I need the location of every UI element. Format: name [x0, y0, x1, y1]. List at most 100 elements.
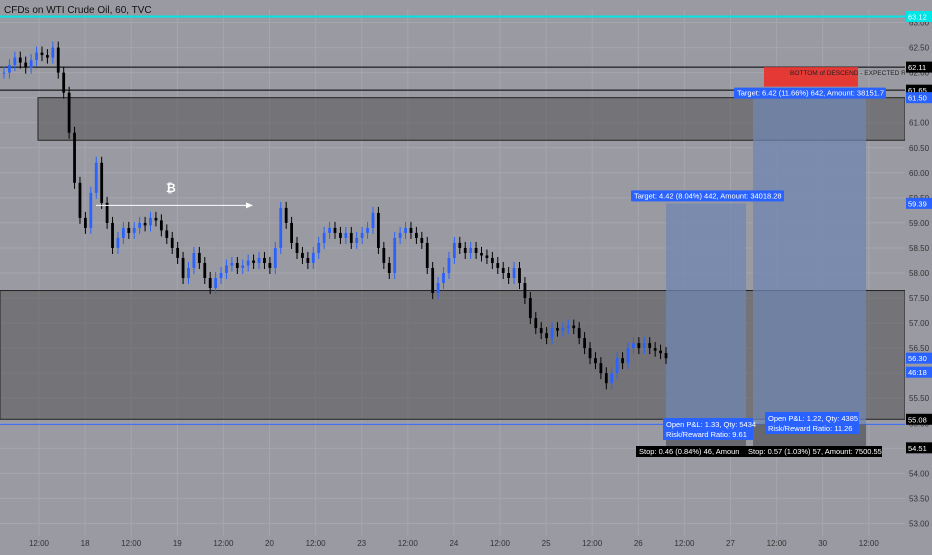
candle-body	[83, 217, 87, 228]
candle-body	[56, 47, 60, 73]
candle-body	[246, 260, 250, 266]
candle-body	[615, 358, 619, 374]
pnl-label-1-bg	[663, 418, 753, 440]
x-tick-label: 30	[818, 539, 827, 548]
candle-body	[377, 212, 380, 248]
y-tick-label: 61.00	[909, 119, 930, 128]
candle-body	[474, 247, 478, 253]
candle-body	[653, 348, 657, 351]
candle-body	[35, 52, 38, 61]
candle-body	[664, 353, 668, 359]
candle-body	[528, 298, 532, 319]
candle-body	[409, 227, 413, 233]
position-target-zone[interactable]	[753, 97, 866, 425]
x-tick-label: 12:00	[306, 539, 327, 548]
time-axis[interactable]	[0, 536, 932, 550]
candle-body	[387, 262, 391, 273]
candle-body	[583, 338, 587, 349]
candle-body	[626, 348, 630, 364]
candle-body	[73, 132, 76, 183]
candle-body	[490, 257, 494, 263]
candle-body	[306, 257, 310, 263]
candle-body	[431, 267, 435, 294]
target-label-1: Target: 4.42 (8.04%) 442, Amount: 34018.…	[634, 191, 782, 200]
candle-body	[51, 47, 55, 58]
x-tick-label: 12:00	[398, 539, 419, 548]
target-label-1-bg	[631, 190, 784, 202]
candle-body	[463, 247, 467, 253]
price-label: 46:18	[908, 368, 927, 377]
x-tick-label: 12:00	[767, 539, 788, 548]
candle-body	[604, 373, 608, 384]
candle-body	[46, 55, 49, 58]
candle-body	[501, 267, 505, 273]
candle-body	[447, 257, 451, 273]
candle-body	[62, 72, 66, 93]
y-tick-label: 62.50	[909, 44, 930, 53]
candle-body	[78, 182, 82, 218]
y-tick-label: 58.00	[909, 269, 930, 278]
price-axis[interactable]	[905, 0, 932, 536]
candle-body	[268, 262, 272, 268]
candle-body	[252, 260, 256, 263]
candle-body	[436, 283, 440, 294]
candle-body	[566, 325, 570, 329]
stop-label-1-bg	[636, 446, 748, 457]
price-label-bg	[906, 11, 932, 23]
price-label: 61.50	[908, 94, 927, 103]
candle-body	[534, 318, 538, 329]
candle-body	[355, 237, 359, 243]
price-label: 56.30	[908, 354, 927, 363]
candle-body	[257, 257, 261, 263]
candle-body	[349, 232, 353, 243]
candle-body	[366, 227, 369, 233]
pnl-label-2-rr: Risk/Reward Ratio: 11.26	[768, 424, 852, 433]
candle-body	[225, 265, 228, 273]
price-label-bg	[906, 352, 932, 364]
candle-body	[111, 222, 114, 248]
target-label-2-bg	[734, 87, 886, 99]
stop-label-2: Stop: 0.57 (1.03%) 57, Amount: 7500.55	[748, 447, 882, 456]
price-label-bg	[906, 84, 932, 96]
price-label: 61.65	[908, 86, 927, 95]
x-tick-label: 20	[265, 539, 274, 548]
candle-body	[100, 162, 104, 203]
candle-body	[18, 57, 22, 63]
candle-body	[214, 278, 218, 289]
positions-layer: BOTTOM of DESCEND - EXPECTED REACTION	[666, 67, 932, 453]
candle-body	[235, 262, 239, 268]
x-tick-label: 12:00	[582, 539, 603, 548]
y-tick-label: 57.50	[909, 294, 930, 303]
candle-body	[637, 343, 641, 349]
price-label-bg	[906, 442, 932, 454]
x-tick-label: 18	[81, 539, 90, 548]
candle-body	[301, 252, 304, 258]
y-tick-label: 53.50	[909, 494, 930, 503]
candle-body	[279, 207, 283, 248]
candle-body	[105, 202, 109, 223]
candle-body	[561, 328, 565, 331]
candle-body	[2, 72, 6, 74]
pnl-label-1-pnl: Open P&L: 1.33, Qty: 5434	[666, 420, 756, 429]
pnl-label-1-rr: Risk/Reward Ratio: 9.61	[666, 430, 747, 439]
candle-body	[642, 343, 646, 349]
candle-body	[404, 227, 407, 233]
candle-body	[594, 358, 597, 364]
candle-body	[371, 212, 375, 228]
y-tick-label: 57.00	[909, 319, 930, 328]
position-target-zone[interactable]	[666, 203, 746, 425]
candle-body	[458, 242, 462, 248]
candle-body	[165, 230, 169, 238]
reaction-box[interactable]	[764, 67, 858, 87]
price-label-bg	[906, 366, 932, 378]
candle-body	[550, 328, 554, 339]
x-tick-label: 26	[634, 539, 643, 548]
candle-body	[203, 262, 207, 279]
candle-body	[13, 57, 17, 66]
candle-body	[556, 328, 559, 331]
candle-body	[420, 237, 424, 243]
candle-body	[523, 283, 527, 299]
